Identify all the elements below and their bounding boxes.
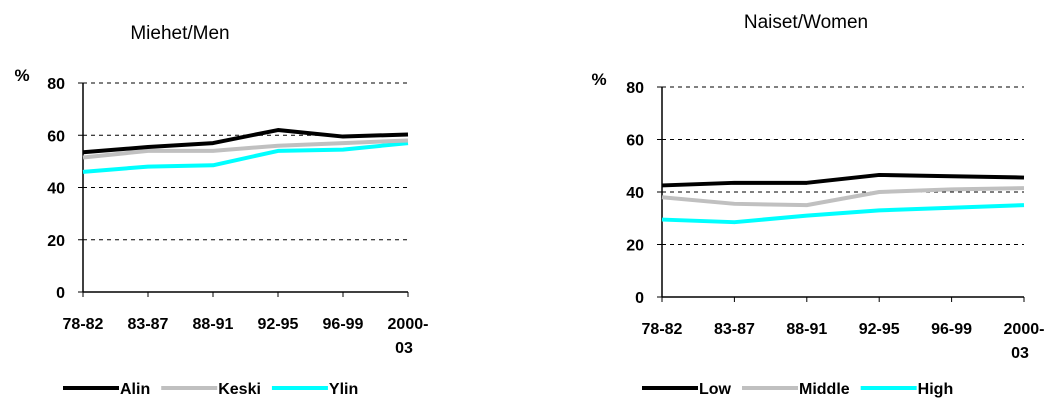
legend-label: Keski xyxy=(218,381,261,398)
legend-label: Ylin xyxy=(329,381,358,398)
y-tick-label: 40 xyxy=(47,181,65,198)
chart-men: Miehet/Men% 0 20 40 60 80 78-82 83-87 88-91 92-95… xyxy=(14,23,428,398)
series-line-keski xyxy=(82,138,409,160)
y-tick-label: 40 xyxy=(626,185,644,202)
x-tick-label: 96-99 xyxy=(323,316,364,333)
y-axis-label: % xyxy=(14,66,29,85)
x-tick-label: 83-87 xyxy=(128,316,169,333)
series-line-low xyxy=(661,172,1025,188)
legend-label: Middle xyxy=(799,381,850,398)
chart-title: Naiset/Women xyxy=(744,12,868,33)
legend-label: Low xyxy=(699,381,732,398)
legend-label: High xyxy=(918,381,954,398)
x-tick-label: 92-95 xyxy=(859,321,900,338)
series-line-alin xyxy=(82,128,409,155)
chart-women: Naiset/Women% 0 20 40 60 80 78-82 83-87 88-91 92-… xyxy=(591,12,1044,398)
x-tick-label: 88-91 xyxy=(193,316,234,333)
x-tick-label: 92-95 xyxy=(258,316,299,333)
x-tick-label: 96-99 xyxy=(931,321,972,338)
y-tick-label: 60 xyxy=(626,133,644,150)
x-tick-label: 83-87 xyxy=(714,321,755,338)
chart-title: Miehet/Men xyxy=(130,23,229,44)
y-tick-label: 20 xyxy=(626,238,644,255)
y-tick-label: 60 xyxy=(47,128,65,145)
series-line-ylin xyxy=(82,141,409,174)
y-tick-label: 80 xyxy=(626,80,644,97)
y-axis-label: % xyxy=(591,70,606,89)
x-tick-label: 2000-03 xyxy=(388,316,429,357)
series-line-middle xyxy=(661,186,1025,208)
y-tick-label: 0 xyxy=(635,290,644,307)
y-tick-label: 20 xyxy=(47,233,65,250)
legend-label: Alin xyxy=(120,381,150,398)
y-tick-label: 80 xyxy=(47,76,65,93)
x-tick-label: 78-82 xyxy=(642,321,683,338)
x-tick-label: 78-82 xyxy=(63,316,104,333)
x-tick-label: 88-91 xyxy=(786,321,827,338)
x-tick-label: 2000-03 xyxy=(1004,321,1045,362)
series-line-high xyxy=(661,203,1025,225)
y-tick-label: 0 xyxy=(56,285,65,302)
